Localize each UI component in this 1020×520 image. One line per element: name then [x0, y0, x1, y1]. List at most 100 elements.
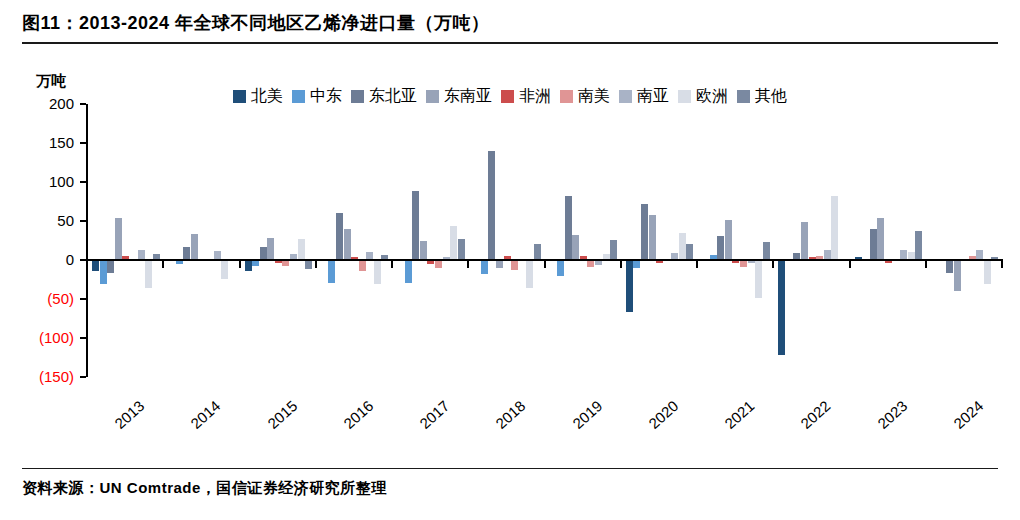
x-tick-mark: [239, 261, 241, 268]
x-axis-label: 2018: [471, 397, 528, 451]
bar: [374, 261, 381, 284]
x-tick-mark: [162, 261, 164, 268]
x-axis-label: 2014: [166, 397, 223, 451]
bar: [115, 218, 122, 259]
x-axis-label: 2022: [776, 397, 833, 451]
bar: [412, 191, 419, 259]
bar: [915, 231, 922, 259]
bar: [885, 261, 892, 263]
y-tick-mark: [80, 220, 86, 222]
x-axis-label: 2020: [624, 397, 681, 451]
bar: [732, 261, 739, 263]
bar: [877, 218, 884, 259]
bar: [671, 253, 678, 259]
x-tick-mark: [391, 261, 393, 268]
bar: [717, 236, 724, 259]
y-tick-mark: [80, 142, 86, 144]
bar: [366, 252, 373, 259]
y-axis-line: [86, 104, 88, 377]
y-tick-label: (50): [16, 290, 74, 307]
bar: [870, 229, 877, 259]
bar: [908, 252, 915, 259]
bar: [260, 247, 267, 259]
bar: [831, 196, 838, 259]
bar: [641, 204, 648, 259]
bar: [107, 261, 114, 273]
bar: [725, 220, 732, 259]
bar: [443, 257, 450, 259]
y-tick-label: 50: [16, 212, 74, 229]
bar: [298, 239, 305, 259]
bar: [328, 261, 335, 283]
bar: [481, 261, 488, 274]
bar: [381, 255, 388, 259]
bar: [595, 261, 602, 265]
bar: [359, 261, 366, 271]
x-tick-mark: [696, 261, 698, 268]
bar: [633, 261, 640, 268]
bar: [801, 222, 808, 259]
bar: [214, 251, 221, 259]
bar: [946, 261, 953, 273]
bar: [282, 261, 289, 266]
x-axis-label: 2023: [853, 397, 910, 451]
bar: [176, 261, 183, 264]
bar: [976, 250, 983, 259]
bar: [488, 151, 495, 259]
x-axis-label: 2016: [319, 397, 376, 451]
bar: [526, 261, 533, 288]
bar: [755, 261, 762, 298]
bar: [565, 196, 572, 259]
x-axis-label: 2017: [395, 397, 452, 451]
bar: [816, 256, 823, 259]
bar: [991, 257, 998, 259]
source-divider: [22, 468, 998, 469]
bar: [496, 261, 503, 268]
y-tick-mark: [80, 103, 86, 105]
bar: [351, 257, 358, 259]
x-axis-label: 2013: [90, 397, 147, 451]
bar: [92, 261, 99, 271]
bar: [153, 254, 160, 259]
y-tick-mark: [80, 376, 86, 378]
source-text: 资料来源：UN Comtrade，国信证券经济研究所整理: [22, 479, 387, 498]
y-tick-label: (150): [16, 368, 74, 385]
plot-area: 200150100500(50)(100)(150)20132014201520…: [0, 0, 1020, 520]
bar: [344, 229, 351, 259]
bar: [336, 213, 343, 259]
x-tick-mark: [1001, 261, 1003, 268]
bar: [191, 234, 198, 259]
bar: [557, 261, 564, 276]
bar: [686, 244, 693, 259]
y-tick-label: (100): [16, 329, 74, 346]
bar: [138, 250, 145, 259]
bar: [405, 261, 412, 283]
bar: [450, 226, 457, 259]
bar: [267, 238, 274, 259]
bar: [420, 241, 427, 259]
y-tick-label: 200: [16, 95, 74, 112]
bar: [900, 250, 907, 259]
x-tick-mark: [620, 261, 622, 268]
x-tick-mark: [925, 261, 927, 268]
y-tick-label: 0: [16, 251, 74, 268]
x-axis-label: 2015: [243, 397, 300, 451]
y-tick-mark: [80, 298, 86, 300]
bar: [778, 261, 785, 355]
bar: [763, 242, 770, 259]
bar: [252, 261, 259, 266]
y-tick-label: 100: [16, 173, 74, 190]
bar: [427, 261, 434, 264]
bar: [969, 256, 976, 259]
bar: [145, 261, 152, 288]
bar: [740, 261, 747, 267]
bar: [610, 240, 617, 259]
y-tick-mark: [80, 181, 86, 183]
bar: [954, 261, 961, 291]
bar: [793, 253, 800, 259]
bar: [245, 261, 252, 271]
bar: [290, 254, 297, 259]
bar: [504, 256, 511, 259]
bar: [580, 256, 587, 259]
bar: [122, 256, 129, 259]
